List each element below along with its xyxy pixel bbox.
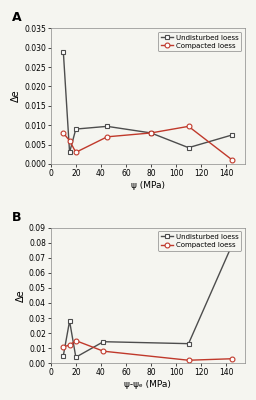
- Compacted loess: [74, 150, 77, 155]
- Undisturbed loess: [68, 319, 71, 324]
- Undisturbed loess: [231, 132, 234, 137]
- Text: B: B: [12, 210, 22, 224]
- Undisturbed loess: [74, 127, 77, 132]
- Undisturbed loess: [106, 124, 109, 129]
- Text: A: A: [12, 11, 22, 24]
- Undisturbed loess: [187, 145, 190, 150]
- Line: Undisturbed loess: Undisturbed loess: [61, 242, 235, 360]
- Undisturbed loess: [74, 355, 77, 360]
- Undisturbed loess: [68, 150, 71, 155]
- Legend: Undisturbed loess, Compacted loess: Undisturbed loess, Compacted loess: [158, 32, 241, 52]
- Legend: Undisturbed loess, Compacted loess: Undisturbed loess, Compacted loess: [158, 231, 241, 251]
- Undisturbed loess: [62, 49, 65, 54]
- Y-axis label: Δe: Δe: [16, 289, 26, 302]
- Compacted loess: [74, 338, 77, 343]
- Compacted loess: [231, 356, 234, 361]
- Compacted loess: [62, 344, 65, 349]
- Undisturbed loess: [150, 130, 153, 135]
- Compacted loess: [231, 158, 234, 162]
- Line: Compacted loess: Compacted loess: [61, 338, 235, 363]
- X-axis label: ψ-ψₑ (MPa): ψ-ψₑ (MPa): [124, 380, 171, 389]
- Compacted loess: [106, 134, 109, 139]
- Undisturbed loess: [62, 353, 65, 358]
- Undisturbed loess: [187, 341, 190, 346]
- Undisturbed loess: [231, 242, 234, 246]
- Compacted loess: [62, 130, 65, 135]
- Compacted loess: [68, 138, 71, 143]
- Compacted loess: [68, 343, 71, 348]
- Compacted loess: [150, 130, 153, 135]
- Compacted loess: [187, 358, 190, 363]
- Line: Undisturbed loess: Undisturbed loess: [61, 49, 235, 155]
- Line: Compacted loess: Compacted loess: [61, 124, 235, 162]
- Compacted loess: [187, 124, 190, 129]
- Compacted loess: [102, 349, 105, 354]
- Y-axis label: Δe: Δe: [11, 90, 21, 102]
- X-axis label: ψ (MPa): ψ (MPa): [131, 180, 165, 190]
- Undisturbed loess: [102, 339, 105, 344]
